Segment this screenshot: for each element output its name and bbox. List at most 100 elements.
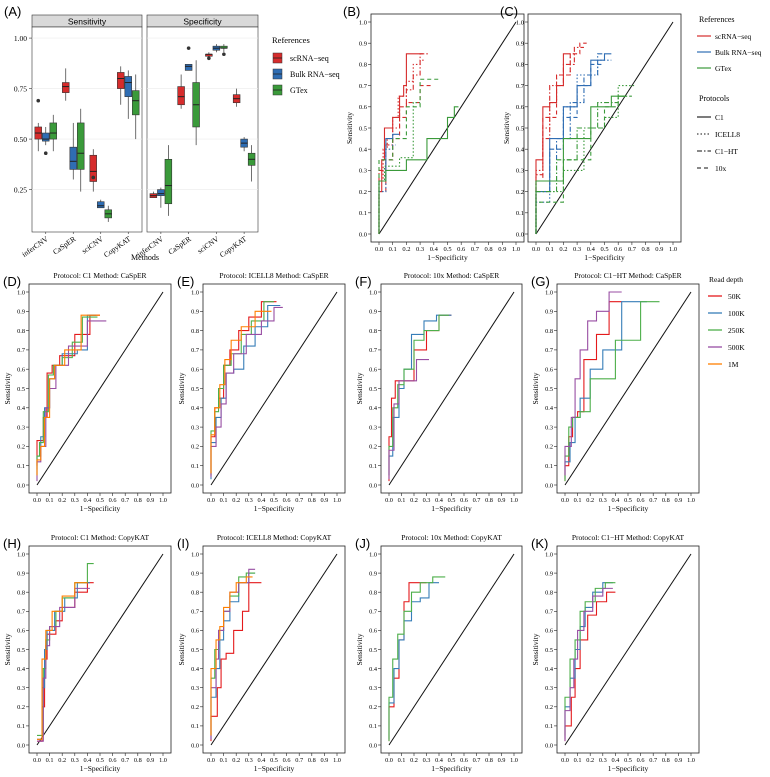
x-tick-label: 0.3	[71, 497, 79, 504]
y-tick-label: 1.0	[191, 551, 199, 558]
legend-label: C1−HT	[715, 147, 738, 156]
box	[97, 201, 105, 209]
box	[62, 82, 70, 93]
y-tick-label: 0.5	[369, 647, 377, 654]
x-tick-label: 0.3	[245, 497, 253, 504]
y-tick-label: 0.3	[191, 424, 199, 431]
roc-curve-500k	[564, 587, 613, 742]
x-tick-label: 0.1	[389, 246, 397, 253]
legend-protocols: Protocols C1 ICELL8 C1−HT 10x	[697, 94, 740, 173]
y-tick-label: 0.0	[545, 742, 553, 749]
roc-curve-250k	[564, 582, 616, 736]
box-copykat-0	[117, 66, 125, 105]
facet-strip-label: Sensitivity	[68, 17, 107, 27]
roc-curve-bulk-rna-seq-icell8	[535, 59, 612, 234]
x-tick-label: 0.4	[430, 246, 439, 253]
y-tick-label: 0.4	[17, 405, 26, 412]
x-tick-label: 0.7	[295, 497, 303, 504]
y-tick-label: 0.3	[359, 168, 367, 175]
x-tick-label: 1.0	[159, 757, 167, 764]
y-tick-label: 0.3	[545, 424, 553, 431]
y-tick-label: 0.2	[359, 189, 367, 196]
y-tick-label: 0.4	[191, 666, 200, 673]
x-tick-label: 0.4	[257, 757, 266, 764]
panel-label: (D)	[3, 274, 21, 289]
y-tick-label: 0.1	[369, 463, 377, 470]
diagonal-reference	[564, 291, 692, 486]
y-axis-title: Sensitivity	[355, 633, 364, 665]
y-tick-label: 0.1	[545, 723, 553, 730]
x-tick-label: 0.9	[320, 757, 328, 764]
y-tick-label: 0.4	[545, 405, 554, 412]
x-tick-label: 0.4	[435, 757, 444, 764]
x-tick-label: 0.0	[532, 246, 540, 253]
y-tick-label: 0.25	[14, 186, 27, 195]
y-tick-label: 0.9	[359, 41, 367, 48]
panel-g: (G) Protocol: C1−HT Method: CaSpER 0.0 0.0 0…	[531, 271, 700, 513]
y-tick-label: 1.0	[17, 551, 25, 558]
y-tick-label: 0.3	[516, 168, 524, 175]
x-tick-label: 0.4	[611, 497, 620, 504]
x-tick-label: 0.1	[574, 757, 582, 764]
x-tick-label: 0.9	[498, 497, 506, 504]
box-infercnv-2	[164, 145, 173, 216]
y-tick-label: 0.0	[369, 742, 377, 749]
legend-read-depth: Read depth 50K 100K 250K 500K 1M	[708, 275, 745, 369]
y-tick-label: 0.0	[191, 742, 199, 749]
x-tick-label: 0.7	[295, 757, 303, 764]
x-tick-label: 0.4	[435, 497, 444, 504]
diagonal-reference	[388, 553, 515, 746]
y-tick-label: 0.6	[545, 628, 553, 635]
x-tick-label: 0.6	[460, 497, 468, 504]
x-tick-label: 0.7	[473, 497, 481, 504]
roc-curve-gtex-c1-ht	[535, 95, 632, 234]
x-tick-label: 0.6	[637, 497, 645, 504]
y-tick-label: 0.7	[516, 83, 525, 90]
y-tick-label: 0.0	[17, 742, 25, 749]
y-tick-label: 0.7	[545, 609, 553, 616]
y-tick-label: 0.7	[17, 347, 25, 354]
box-scicnv-1	[97, 199, 105, 209]
x-tick-label: 0.8	[485, 757, 493, 764]
roc-curve-gtex-10x	[535, 95, 630, 234]
y-tick-label: 1.0	[17, 289, 25, 296]
y-tick-label: 0.8	[369, 328, 377, 335]
legend-label: scRNA−seq	[715, 32, 752, 41]
box-copykat-1	[240, 137, 248, 152]
x-tick-label: 1.0	[510, 497, 518, 504]
x-tick-label: 0.2	[410, 497, 418, 504]
x-tick-label: 0.2	[232, 497, 240, 504]
x-tick-label: CopyKAT	[102, 234, 133, 259]
box-infercnv-1	[42, 126, 50, 156]
x-tick-label: 0.3	[423, 757, 431, 764]
x-tick-label: 0.1	[46, 757, 54, 764]
legend-label: 1M	[728, 360, 739, 369]
panel-label: (E)	[177, 274, 194, 289]
roc-curve-500k	[210, 306, 283, 478]
y-tick-label: 0.6	[359, 104, 368, 111]
y-tick-label: 0.5	[545, 647, 553, 654]
diagonal-reference	[210, 553, 338, 746]
panel-c: (C) 0.0 0.0 0.1 0.1 0.2 0.2 0.3 0.3 0.4 0.4 0.5 0.5 0…	[500, 4, 682, 262]
y-tick-label: 0.8	[359, 62, 367, 69]
y-tick-label: 0.7	[359, 83, 368, 90]
y-tick-label: 0.2	[545, 444, 553, 451]
x-tick-label: 0.9	[655, 246, 663, 253]
x-tick-label: 0.8	[662, 497, 670, 504]
box-scicnv-1	[212, 44, 221, 53]
box-infercnv-1	[157, 187, 165, 208]
y-tick-label: 0.2	[369, 704, 377, 711]
panel-i: (I) Protocol: ICELL8 Method: CopyKAT 0.0 0.…	[177, 533, 346, 773]
y-tick-label: 0.9	[191, 570, 199, 577]
y-tick-label: 0.9	[191, 309, 199, 316]
x-axis-title: 1−Specificity	[427, 253, 468, 262]
y-tick-label: 1.00	[14, 34, 27, 43]
x-tick-label: 1.0	[669, 246, 677, 253]
x-tick-label: 0.9	[146, 757, 154, 764]
panel-title: Protocol: 10x Method: CopyKAT	[401, 533, 502, 542]
x-tick-label: 0.9	[320, 497, 328, 504]
x-tick-label: 1.0	[687, 497, 695, 504]
outlier	[91, 175, 96, 180]
x-tick-label: 0.7	[121, 497, 129, 504]
